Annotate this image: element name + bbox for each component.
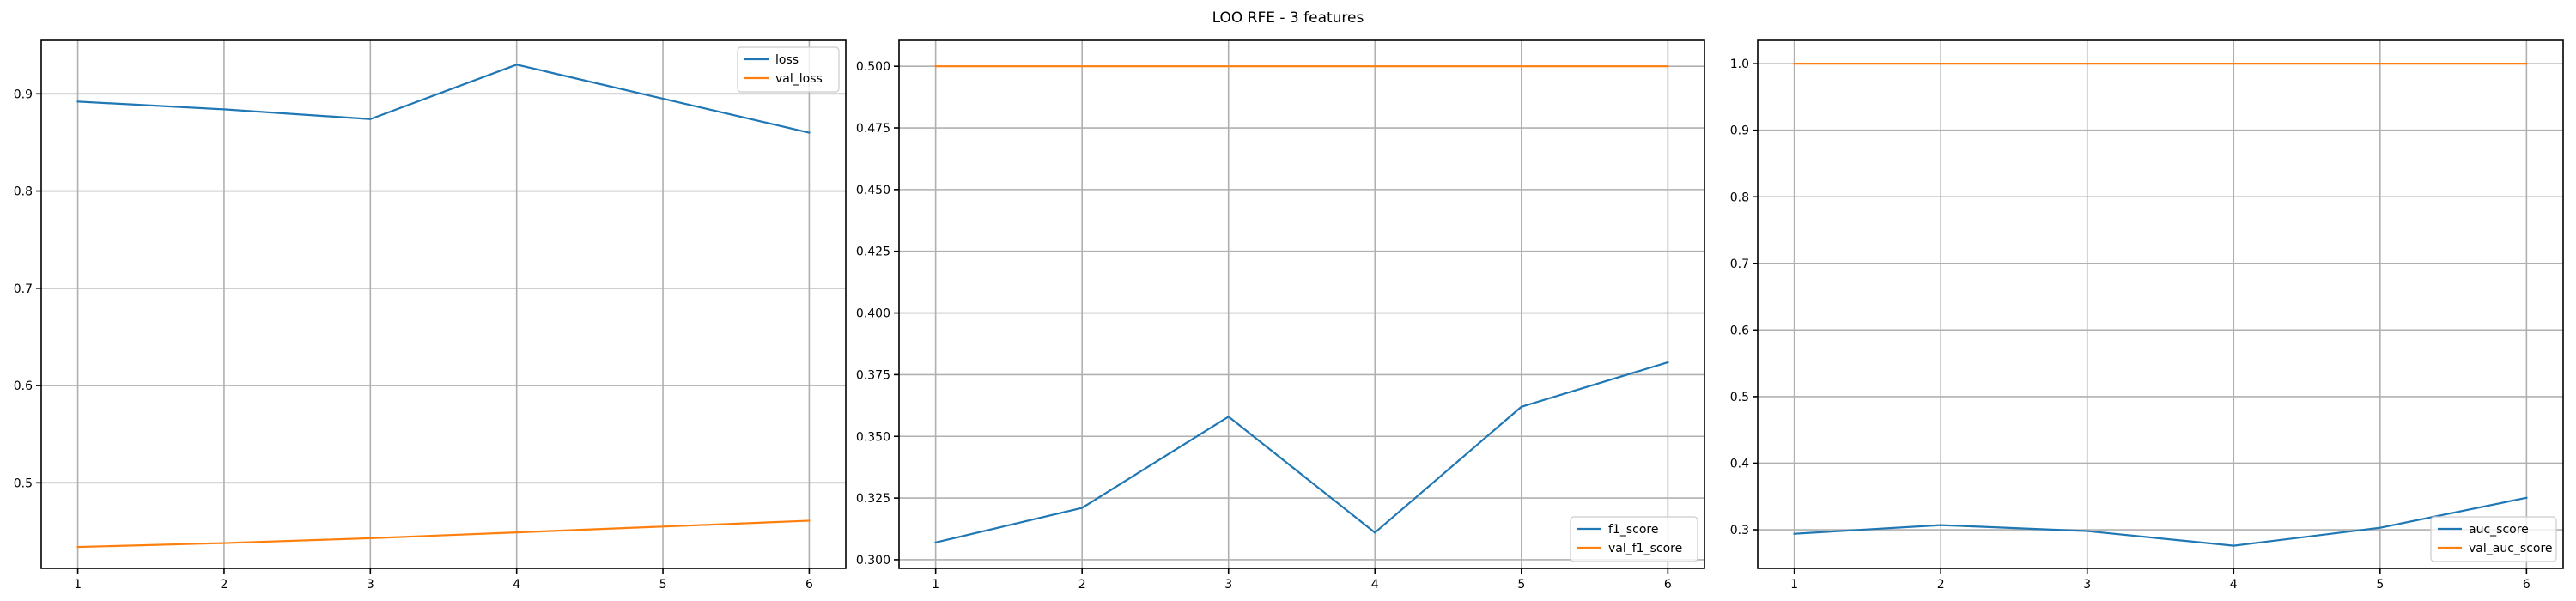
y-tick-label: 0.7 bbox=[1730, 258, 1749, 271]
x-tick-label: 6 bbox=[2523, 578, 2530, 592]
legend: loss val_loss bbox=[737, 46, 840, 93]
x-tick-label: 3 bbox=[367, 578, 374, 592]
axes-frame bbox=[40, 39, 847, 569]
x-tick-label: 1 bbox=[1790, 578, 1798, 592]
x-tick-label: 4 bbox=[2230, 578, 2238, 592]
auc-score-chart: 1 2 3 4 5 6 0.3 0.4 0.5 0.6 0.7 0.8 0.9 1.0 auc_scorev… bbox=[1730, 39, 2564, 592]
x-tick-label: 4 bbox=[1371, 578, 1379, 592]
legend-label: f1_score bbox=[1608, 523, 1658, 537]
series-line-loss bbox=[76, 64, 811, 134]
x-tick-label: 6 bbox=[1664, 578, 1672, 592]
legend-label: val_auc_score bbox=[2469, 542, 2553, 555]
y-tick-label: 0.8 bbox=[1730, 191, 1749, 204]
x-tick-label: 5 bbox=[2376, 578, 2384, 592]
y-tick-label: 0.300 bbox=[856, 554, 890, 568]
x-tick-label: 3 bbox=[2083, 578, 2091, 592]
x-tick-label: 2 bbox=[1078, 578, 1086, 592]
y-tick-label: 0.5 bbox=[1730, 391, 1749, 404]
x-tick-label: 4 bbox=[513, 578, 520, 592]
y-tick-label: 0.450 bbox=[856, 184, 890, 197]
y-tick-label: 0.5 bbox=[14, 477, 33, 490]
y-tick-label: 1.0 bbox=[1730, 58, 1749, 71]
axes-frame bbox=[1757, 39, 2564, 569]
y-tick-label: 0.400 bbox=[856, 307, 890, 321]
axes-frame bbox=[898, 39, 1705, 569]
legend-label: val_f1_score bbox=[1608, 542, 1682, 555]
legend-label: val_loss bbox=[775, 72, 823, 86]
y-tick-label: 0.8 bbox=[14, 185, 33, 199]
x-tick-label: 2 bbox=[220, 578, 228, 592]
y-tick-label: 0.425 bbox=[856, 246, 890, 259]
y-tick-label: 0.9 bbox=[1730, 124, 1749, 138]
figure-title: LOO RFE - 3 features bbox=[1212, 9, 1364, 27]
y-tick-label: 0.350 bbox=[856, 430, 890, 444]
y-tick-label: 0.375 bbox=[856, 368, 890, 382]
y-tick-label: 0.475 bbox=[856, 122, 890, 136]
loss-chart: 1 2 3 4 5 6 0.5 0.6 0.7 0.8 0.9 loss val_loss bbox=[14, 39, 847, 592]
legend-box bbox=[2430, 516, 2557, 562]
x-tick-label: 5 bbox=[1517, 578, 1525, 592]
x-tick-label: 2 bbox=[1937, 578, 1945, 592]
x-tick-label: 5 bbox=[659, 578, 667, 592]
y-tick-label: 0.6 bbox=[14, 379, 33, 393]
legend-box bbox=[1570, 516, 1698, 562]
y-tick-label: 0.4 bbox=[1730, 457, 1749, 470]
series-line-auc-score bbox=[1793, 496, 2528, 547]
x-tick-label: 3 bbox=[1224, 578, 1232, 592]
f1-score-chart: 1 2 3 4 5 6 0.300 0.325 0.350 0.375 0.400 0.425 0.45… bbox=[856, 39, 1705, 592]
legend-label: loss bbox=[775, 53, 799, 67]
legend-label: auc_score bbox=[2469, 523, 2529, 537]
x-tick-label: 6 bbox=[805, 578, 813, 592]
y-tick-label: 0.3 bbox=[1730, 524, 1749, 537]
y-tick-label: 0.325 bbox=[856, 492, 890, 506]
series-line-val-loss bbox=[76, 519, 811, 549]
y-tick-label: 0.500 bbox=[856, 60, 890, 74]
legend: auc_score val_auc_score bbox=[2430, 516, 2557, 562]
series-line-f1-score bbox=[934, 361, 1669, 544]
x-tick-label: 1 bbox=[74, 578, 82, 592]
legend: f1_score val_f1_score bbox=[1570, 516, 1698, 562]
y-tick-label: 0.7 bbox=[14, 282, 33, 296]
y-tick-label: 0.6 bbox=[1730, 324, 1749, 337]
y-tick-label: 0.9 bbox=[14, 88, 33, 101]
x-tick-label: 1 bbox=[932, 578, 939, 592]
